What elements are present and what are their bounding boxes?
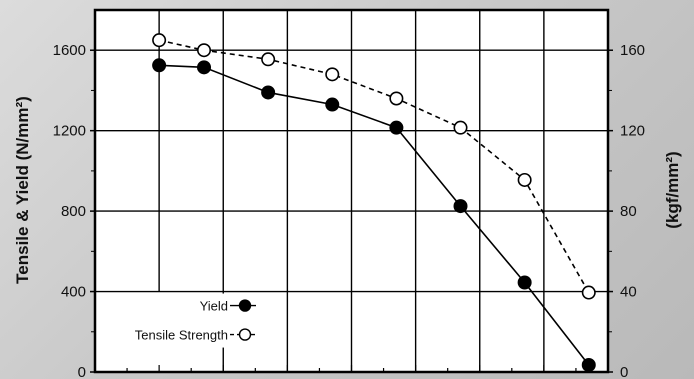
left-tick-label-1: 400 [61, 284, 86, 301]
tensile-strength-point [152, 33, 167, 48]
grid [95, 10, 608, 372]
yield-point [581, 357, 596, 372]
yield-point [389, 120, 404, 135]
tensile-strength-point [453, 120, 468, 135]
legend-marker-tensile-strength [238, 328, 252, 341]
yield-point [453, 199, 468, 214]
legend: Yield Tensile Strength [100, 293, 270, 348]
right-tick-label-2: 80 [620, 203, 637, 220]
legend-label-yield: Yield [200, 299, 228, 314]
tensile-strength-point [517, 172, 532, 187]
yield-point [261, 85, 276, 100]
y-axis-label-left: Tensile & Yield (N/mm²) [13, 96, 32, 284]
tensile-strength-series-line [158, 39, 590, 293]
left-tick-label-2: 800 [61, 203, 86, 220]
yield-point [517, 275, 532, 290]
right-tick-label-4: 160 [620, 42, 645, 59]
tensile-strength-point [389, 91, 404, 106]
right-tick-label-0: 0 [620, 364, 628, 379]
left-tick-label-4: 1600 [53, 42, 86, 59]
yield-point [325, 97, 340, 112]
axis-ticks: 0 400 800 1200 1600 0 40 80 120 160 [53, 42, 645, 379]
right-tick-label-3: 120 [620, 123, 645, 140]
yield-series-line [159, 64, 590, 366]
right-tick-label-1: 40 [620, 284, 637, 301]
left-tick-label-0: 0 [78, 364, 86, 379]
tensile-strength-point [581, 285, 596, 300]
tensile-strength-point [261, 52, 276, 67]
tensile-strength-point [325, 67, 340, 82]
legend-marker-yield [238, 299, 252, 312]
yield-point [197, 60, 212, 75]
left-tick-label-3: 1200 [53, 123, 86, 140]
y-axis-label-right: (kgf/mm²) [663, 151, 682, 228]
tensile-strength-point [197, 43, 212, 58]
series-group [152, 33, 596, 372]
yield-point [152, 58, 167, 73]
legend-label-tensile-strength: Tensile Strength [135, 328, 228, 343]
